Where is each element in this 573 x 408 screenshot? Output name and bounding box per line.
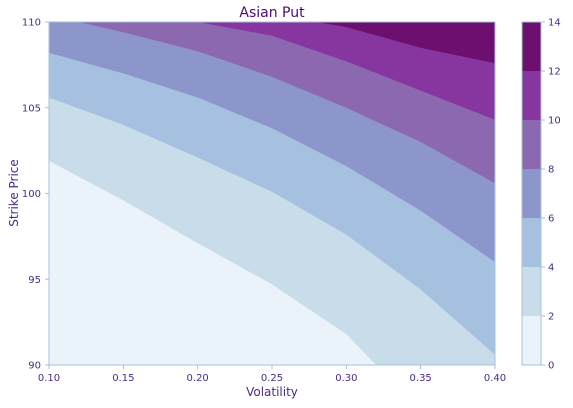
x-tick-label: 0.40	[484, 373, 506, 384]
x-tick-label: 0.10	[38, 373, 60, 384]
y-tick-label: 100	[22, 189, 41, 200]
colorbar-tick-label: 10	[548, 116, 561, 127]
y-tick-label: 110	[22, 18, 41, 29]
colorbar-segment	[522, 218, 541, 267]
colorbar-tick-label: 4	[548, 263, 554, 274]
x-tick-label: 0.35	[410, 373, 432, 384]
colorbar-segment	[522, 267, 541, 316]
colorbar-segment	[522, 22, 541, 71]
x-tick-label: 0.20	[187, 373, 209, 384]
x-axis-label: Volatility	[246, 385, 298, 399]
colorbar-tick-label: 8	[548, 165, 554, 176]
x-tick-label: 0.25	[261, 373, 283, 384]
contour-band-12	[316, 22, 495, 64]
contour-band-14	[435, 22, 495, 40]
y-tick-label: 90	[28, 361, 41, 372]
x-tick-label: 0.30	[335, 373, 357, 384]
y-tick-label: 95	[28, 275, 41, 286]
colorbar-frame	[521, 21, 542, 366]
colorbar-segment	[522, 71, 541, 120]
colorbar: 0 2 4 6 8 10 12 14	[521, 18, 561, 372]
chart-title: Asian Put	[239, 5, 305, 21]
colorbar-segment	[522, 316, 541, 365]
y-axis-label: Strike Price	[7, 159, 21, 227]
colorbar-segment	[522, 120, 541, 169]
y-tick-label: 105	[22, 103, 41, 114]
colorbar-tick-label: 2	[548, 312, 554, 323]
y-axis-ticks: 90 95 100 105 110	[22, 18, 49, 372]
x-tick-label: 0.15	[112, 373, 134, 384]
colorbar-tick-label: 12	[548, 67, 561, 78]
colorbar-tick-label: 6	[548, 214, 554, 225]
x-axis-ticks: 0.10 0.15 0.20 0.25 0.30 0.35 0.40	[38, 365, 506, 384]
colorbar-tick-label: 14	[548, 18, 561, 29]
colorbar-segment	[522, 169, 541, 218]
contour-bands	[49, 22, 495, 365]
colorbar-tick-label: 0	[548, 361, 554, 372]
